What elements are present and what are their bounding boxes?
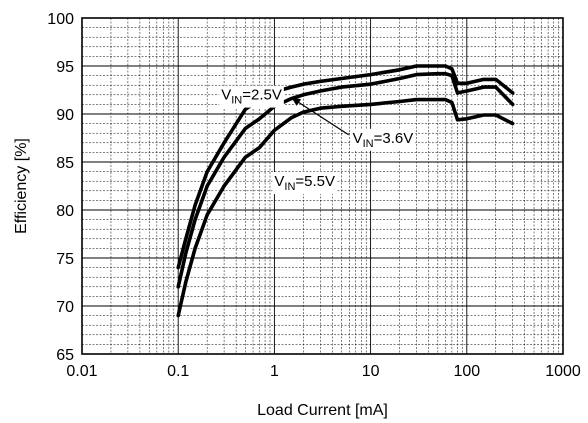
- y-tick-label: 95: [56, 59, 74, 76]
- y-tick-labels: 65 70 75 80 85 90 95 100: [47, 11, 74, 364]
- series-label-bg: [272, 172, 338, 194]
- annotations: VIN=2.5V VIN=3.6V VIN=5.5V: [219, 85, 416, 194]
- grid: [82, 18, 563, 354]
- series-label-text: VIN=2.5V: [221, 87, 282, 107]
- series-label-arrow: [291, 97, 349, 136]
- y-tick-label: 70: [56, 299, 74, 316]
- series-label-bg: [219, 85, 284, 108]
- x-tick-label: 1000: [545, 363, 581, 380]
- x-tick-label: 1: [270, 363, 279, 380]
- x-tick-labels: 0.01 0.1 1 10 100 1000: [66, 363, 580, 380]
- x-tick-label: 10: [362, 363, 380, 380]
- series-curves: [176, 64, 515, 318]
- series-label-1: VIN=2.5V: [219, 85, 284, 108]
- y-axis-label: Efficiency [%]: [13, 138, 30, 234]
- series-label-3: VIN=5.5V: [272, 172, 338, 194]
- y-tick-label: 65: [56, 347, 74, 364]
- plot-frame: [81, 17, 564, 355]
- y-tick-label: 85: [56, 155, 74, 172]
- x-axis-label: Load Current [mA]: [257, 402, 388, 419]
- y-tick-label: 90: [56, 107, 74, 124]
- series-label-bg: [350, 128, 416, 151]
- x-tick-label: 0.01: [66, 363, 97, 380]
- series-line-2: [176, 71, 515, 289]
- y-tick-label: 80: [56, 203, 74, 220]
- series-label-text: VIN=5.5V: [274, 173, 335, 193]
- y-tick-label: 100: [47, 11, 74, 28]
- series-line-3: [176, 97, 515, 318]
- series-label-text: VIN=3.6V: [353, 130, 414, 150]
- x-tick-label: 100: [453, 363, 480, 380]
- y-tick-label: 75: [56, 251, 74, 268]
- series-line-1: [176, 64, 515, 270]
- series-label-arrowhead: [291, 97, 302, 106]
- x-tick-label: 0.1: [167, 363, 189, 380]
- series-label-2: VIN=3.6V: [291, 97, 416, 151]
